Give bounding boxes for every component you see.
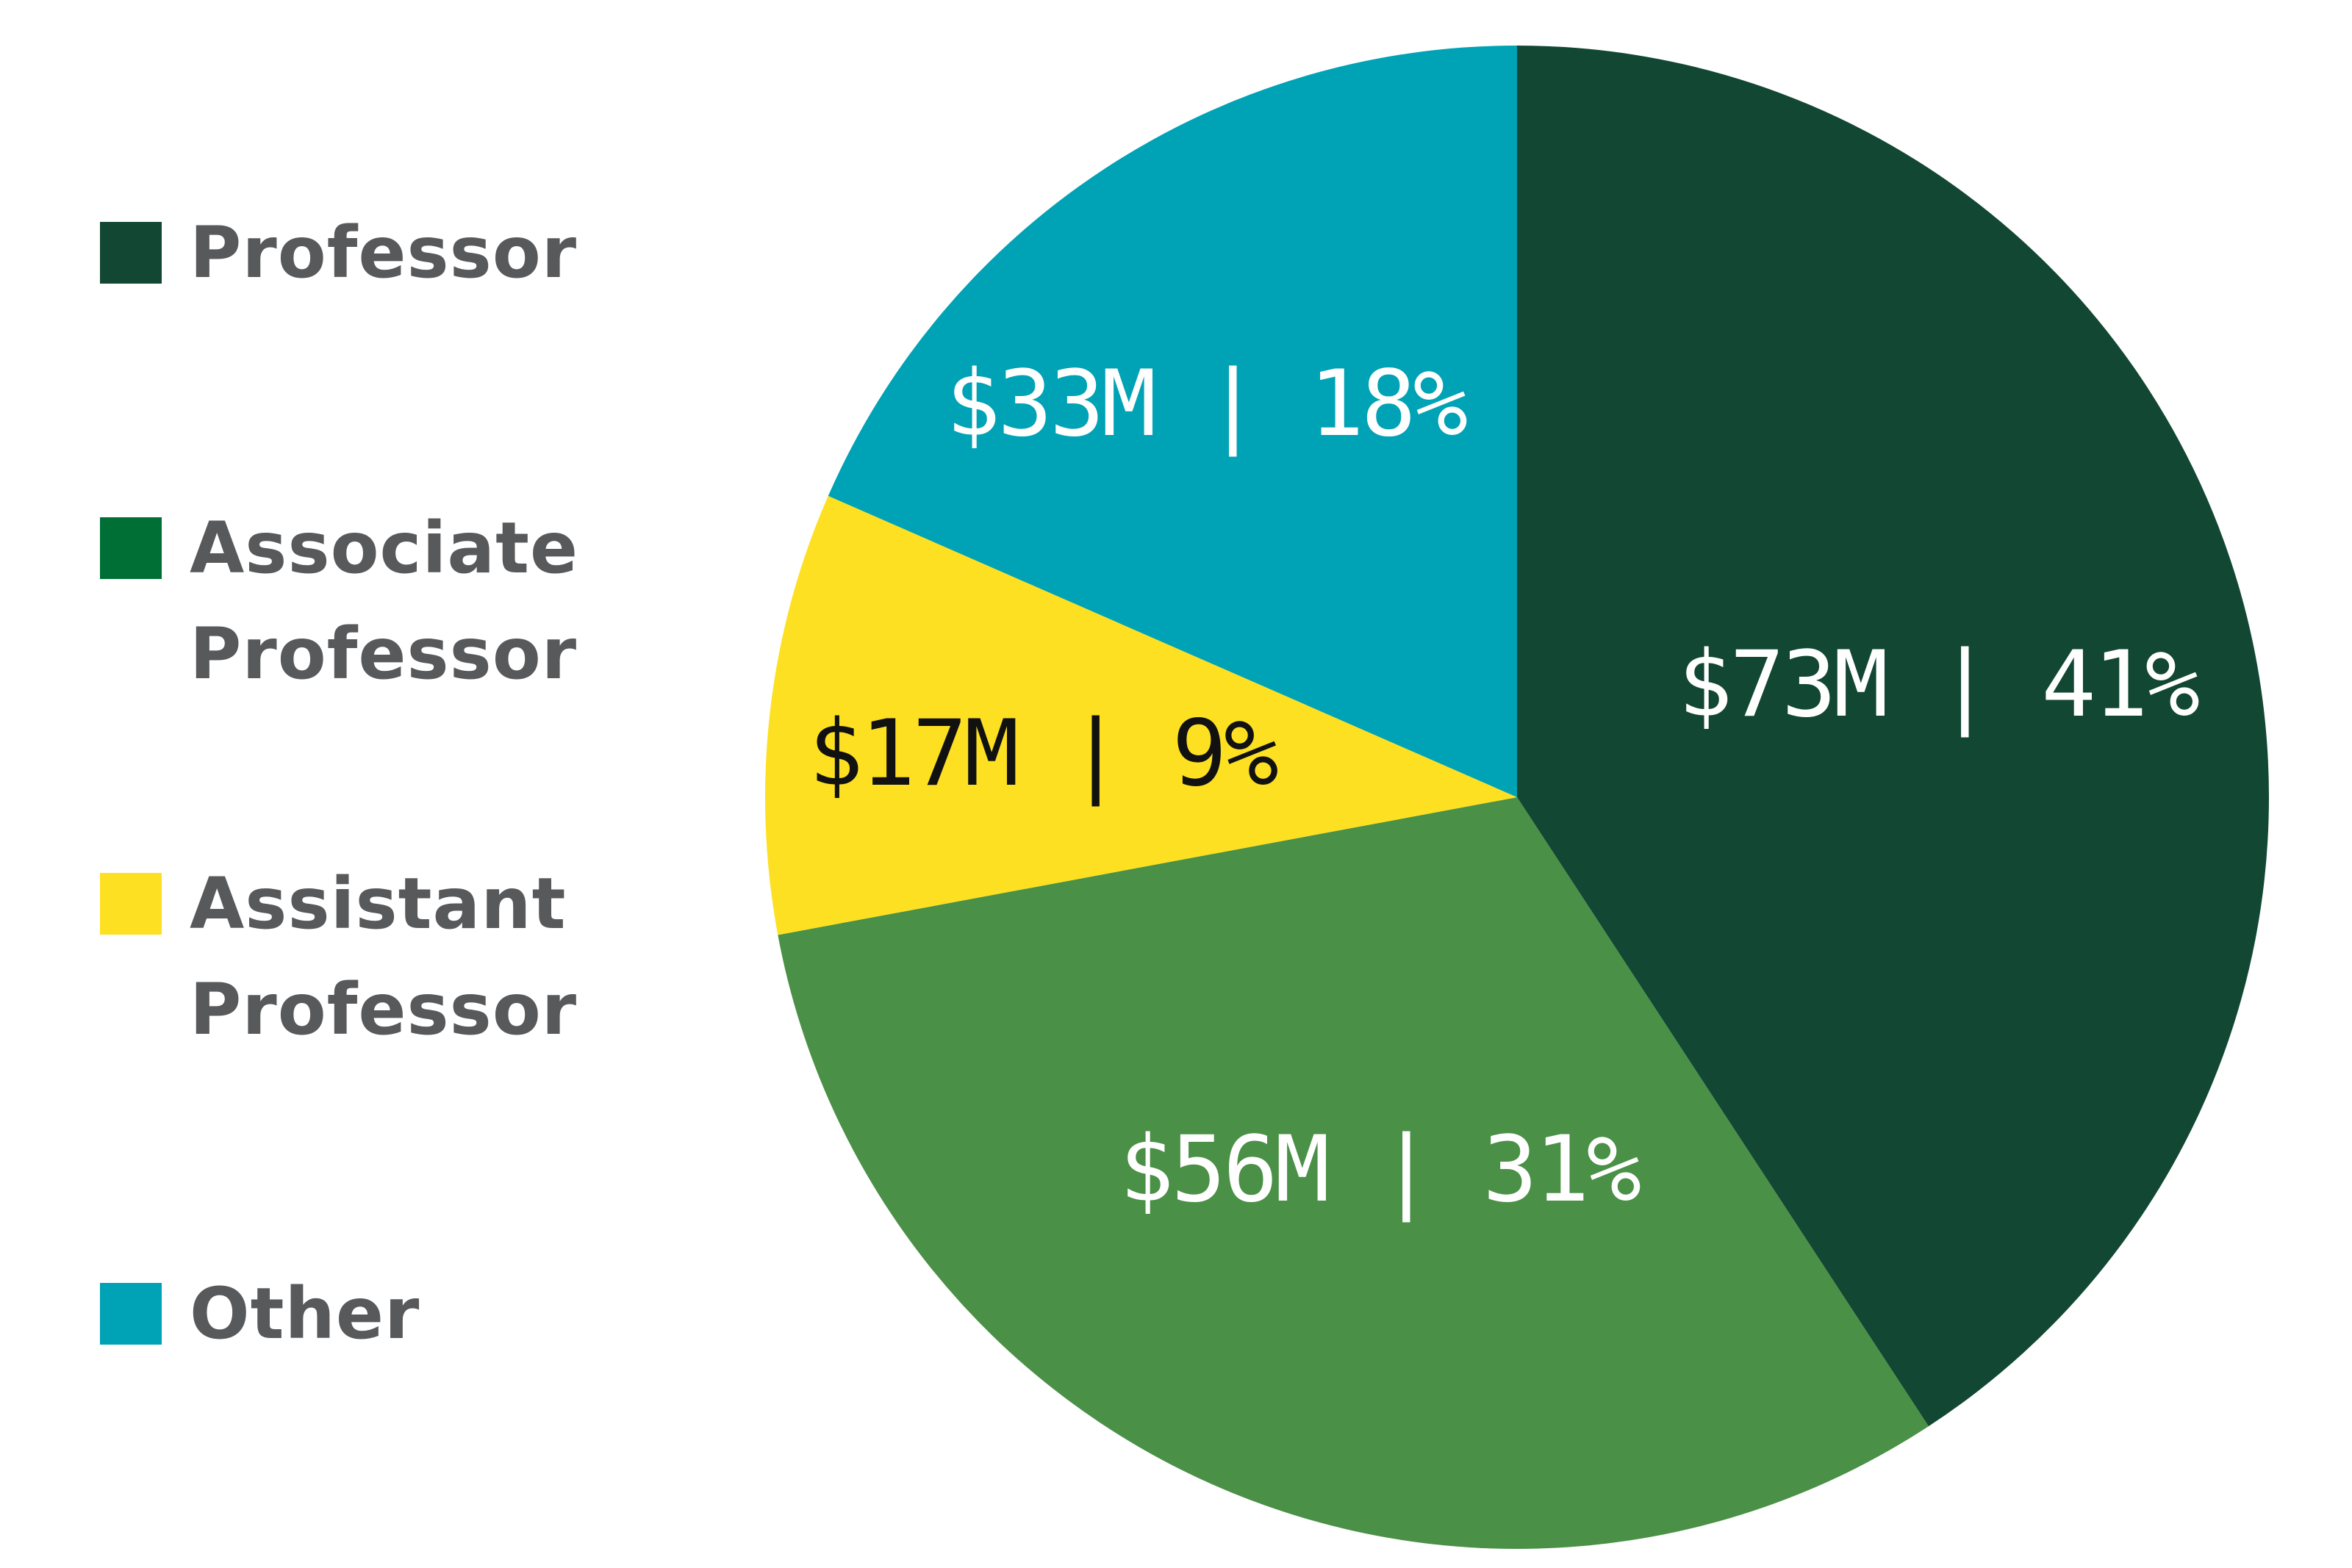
legend-item-professor: Professor xyxy=(100,212,645,306)
legend: Professor Associate Professor Assistant … xyxy=(100,0,659,1568)
data-label-associate-professor: $56M | 31% xyxy=(1119,1117,1641,1223)
legend-item-other: Other xyxy=(100,1273,645,1367)
legend-label-other: Other xyxy=(190,1273,420,1355)
legend-label-assistant-professor: Assistant Professor xyxy=(190,863,578,1051)
data-label-professor: $73M | 41% xyxy=(1678,632,2199,738)
data-label-other: $33M | 18% xyxy=(946,351,1467,457)
legend-swatch-associate-professor xyxy=(100,517,162,579)
legend-swatch-professor xyxy=(100,222,162,284)
pie-slice-assistant-professor xyxy=(764,495,1517,935)
legend-swatch-other xyxy=(100,1283,162,1345)
legend-label-professor: Professor xyxy=(190,212,578,294)
legend-swatch-assistant-professor xyxy=(100,873,162,935)
pie-slice-other xyxy=(828,46,1517,797)
pie-slice-professor xyxy=(1517,46,2269,1427)
legend-item-associate-professor: Associate Professor xyxy=(100,507,645,707)
data-label-assistant-professor: $17M | 9% xyxy=(808,701,1277,807)
legend-label-associate-professor: Associate Professor xyxy=(190,507,579,695)
pie-slice-associate-professor xyxy=(778,797,1929,1549)
legend-item-assistant-professor: Assistant Professor xyxy=(100,863,645,1062)
